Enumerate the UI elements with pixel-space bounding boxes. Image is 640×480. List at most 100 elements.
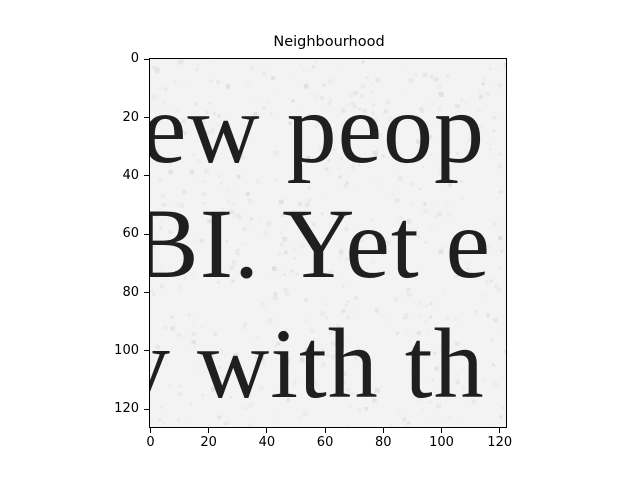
y-tick-mark <box>144 117 149 118</box>
noise-speck <box>210 60 215 65</box>
noise-speck <box>497 288 501 292</box>
y-tick-label: 100 <box>109 343 139 358</box>
noise-speck <box>302 68 307 73</box>
x-tick-mark <box>383 428 384 433</box>
y-tick-mark <box>144 292 149 293</box>
y-tick-label: 20 <box>109 110 139 125</box>
noise-speck <box>248 425 252 428</box>
noise-speck <box>405 424 410 428</box>
noise-speck <box>502 407 505 410</box>
noise-speck <box>347 300 350 303</box>
noise-speck <box>498 90 500 92</box>
noise-speck <box>487 142 492 147</box>
noise-speck <box>486 92 490 96</box>
y-tick-label: 120 <box>109 401 139 416</box>
noise-speck <box>503 247 507 251</box>
noise-speck <box>261 302 264 305</box>
x-tick-label: 120 <box>480 435 520 450</box>
noise-speck <box>335 63 340 68</box>
noise-speck <box>321 302 323 304</box>
noise-speck <box>399 67 402 70</box>
y-tick-label: 60 <box>109 226 139 241</box>
noise-speck <box>494 223 497 226</box>
noise-speck <box>497 266 501 270</box>
x-tick-mark <box>208 428 209 433</box>
image-text-line-1: ew peop <box>149 79 485 179</box>
noise-speck <box>179 59 184 64</box>
noise-speck <box>487 155 491 159</box>
noise-speck <box>418 301 422 305</box>
noise-speck <box>300 63 302 65</box>
noise-speck <box>195 68 198 71</box>
noise-speck <box>274 421 277 424</box>
noise-speck <box>431 420 435 424</box>
noise-speck <box>395 427 397 428</box>
noise-speck <box>362 60 365 63</box>
x-tick-mark <box>499 428 500 433</box>
y-tick-label: 0 <box>109 51 139 66</box>
noise-speck <box>502 415 505 418</box>
noise-speck <box>497 112 502 117</box>
noise-speck <box>498 236 502 240</box>
y-tick-mark <box>144 175 149 176</box>
y-tick-label: 40 <box>109 168 139 183</box>
noise-speck <box>493 318 498 323</box>
noise-speck <box>224 421 228 425</box>
noise-speck <box>489 83 493 87</box>
noise-speck <box>485 59 489 63</box>
noise-speck <box>490 339 493 342</box>
image-text-line-2: BI. Yet e <box>149 194 491 294</box>
noise-speck <box>434 304 438 308</box>
y-tick-mark <box>144 59 149 60</box>
noise-speck <box>505 101 507 105</box>
noise-speck <box>163 422 165 424</box>
noise-speck <box>407 421 410 424</box>
noise-speck <box>213 421 217 425</box>
noise-speck <box>500 191 503 194</box>
y-tick-mark <box>144 234 149 235</box>
noise-speck <box>177 419 180 422</box>
noise-speck <box>500 250 503 253</box>
noise-speck <box>504 62 506 64</box>
plot-title: Neighbourhood <box>150 34 508 50</box>
noise-speck <box>295 302 298 305</box>
noise-speck <box>251 420 255 424</box>
x-tick-mark <box>325 428 326 433</box>
x-tick-label: 60 <box>305 435 345 450</box>
noise-speck <box>476 426 478 428</box>
noise-speck <box>498 333 500 335</box>
noise-speck <box>492 129 495 132</box>
x-tick-label: 40 <box>247 435 287 450</box>
noise-speck <box>489 149 491 151</box>
x-tick-label: 100 <box>422 435 462 450</box>
x-tick-label: 80 <box>363 435 403 450</box>
noise-speck <box>492 363 495 366</box>
image-axes: ew peop BI. Yet e y with th <box>149 58 507 428</box>
y-tick-label: 80 <box>109 285 139 300</box>
x-tick-mark <box>266 428 267 433</box>
y-tick-mark <box>144 409 149 410</box>
noise-speck <box>196 63 199 66</box>
noise-speck <box>314 60 318 64</box>
x-tick-label: 0 <box>130 435 170 450</box>
noise-speck <box>499 153 502 156</box>
noise-speck <box>390 425 392 427</box>
noise-speck <box>487 426 492 428</box>
noise-speck <box>430 302 433 305</box>
noise-speck <box>425 304 428 307</box>
noise-speck <box>504 65 507 69</box>
noise-speck <box>312 66 315 69</box>
noise-speck <box>504 350 507 353</box>
noise-speck <box>489 68 491 70</box>
noise-speck <box>493 116 497 120</box>
noise-speck <box>449 427 452 428</box>
y-tick-mark <box>144 350 149 351</box>
noise-speck <box>325 304 327 306</box>
noise-speck <box>345 425 350 428</box>
noise-speck <box>498 165 502 169</box>
noise-speck <box>415 184 418 187</box>
noise-speck <box>457 421 459 423</box>
x-tick-mark <box>441 428 442 433</box>
x-tick-mark <box>150 428 151 433</box>
